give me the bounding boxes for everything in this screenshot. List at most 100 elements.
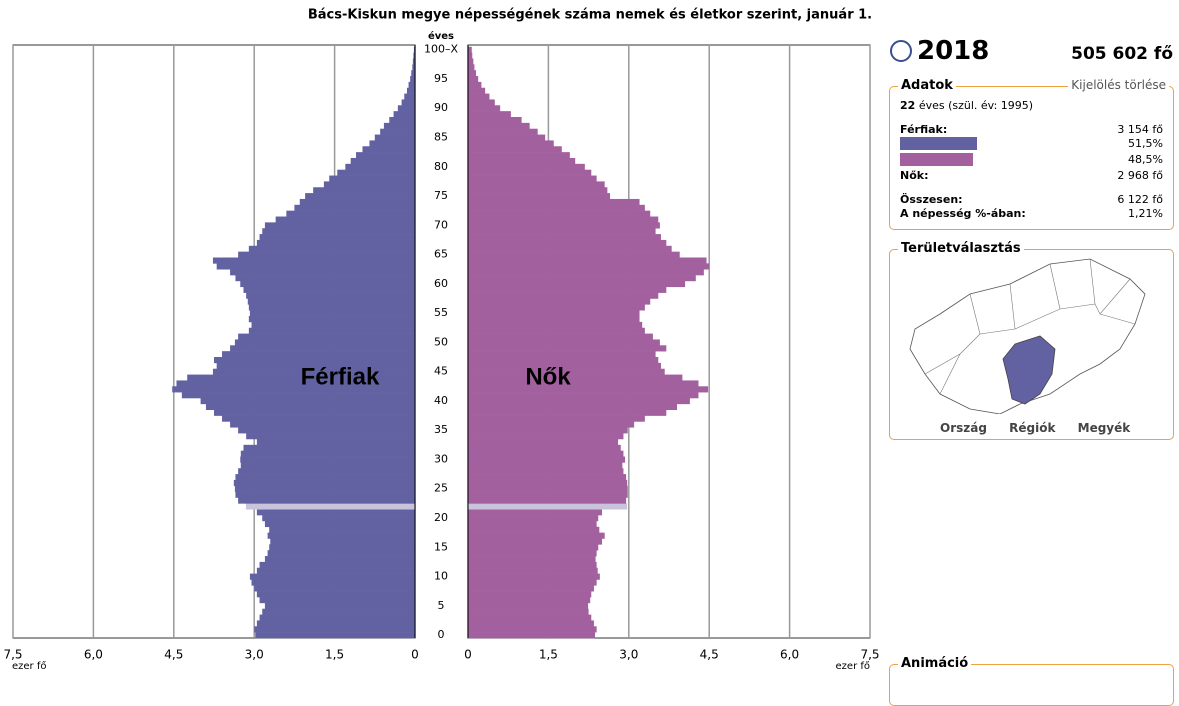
series-label: Férfiak bbox=[301, 363, 380, 390]
bar bbox=[267, 532, 415, 539]
bar bbox=[411, 70, 415, 77]
bar bbox=[269, 526, 415, 533]
x-tick-label: 3,0 bbox=[619, 648, 638, 662]
bar bbox=[256, 239, 415, 247]
x-axis-label: ezer fő bbox=[836, 660, 870, 672]
bar bbox=[468, 479, 628, 487]
bar bbox=[243, 286, 415, 293]
bar bbox=[214, 357, 415, 364]
bar bbox=[468, 239, 667, 247]
y-tick-label: 20 bbox=[434, 511, 448, 524]
bar bbox=[468, 544, 599, 551]
bar bbox=[248, 245, 415, 252]
bar bbox=[468, 602, 589, 610]
age: 22 bbox=[900, 99, 916, 112]
bar bbox=[408, 81, 415, 89]
lock-icon[interactable] bbox=[890, 40, 912, 62]
total: 505 602 fő bbox=[1071, 44, 1173, 64]
bar bbox=[468, 333, 653, 340]
y-tick-label: 75 bbox=[434, 189, 448, 202]
bar bbox=[383, 122, 415, 130]
bar bbox=[468, 456, 626, 463]
label: Férfiak: bbox=[900, 123, 948, 136]
link[interactable]: Ország bbox=[940, 421, 987, 435]
bar bbox=[468, 128, 538, 135]
x-tick-label: 4,5 bbox=[700, 648, 719, 662]
bar bbox=[247, 298, 415, 305]
bar bbox=[468, 175, 597, 182]
bar bbox=[468, 181, 605, 188]
bar bbox=[468, 526, 600, 533]
bar bbox=[468, 386, 709, 393]
bar bbox=[240, 462, 415, 469]
clear-selection[interactable]: Kijelölés törlése bbox=[1068, 78, 1169, 92]
bar bbox=[468, 292, 659, 299]
y-tick-label: 55 bbox=[434, 306, 448, 319]
bar bbox=[238, 468, 415, 475]
bar bbox=[305, 193, 415, 200]
bar bbox=[468, 269, 704, 276]
bar bbox=[468, 573, 600, 580]
bar bbox=[245, 503, 415, 510]
bar bbox=[468, 357, 659, 364]
bar bbox=[468, 87, 486, 94]
bar bbox=[468, 163, 585, 170]
label: Összesen: bbox=[900, 193, 963, 206]
x-tick-label: 7,5 bbox=[860, 648, 879, 662]
bar bbox=[468, 561, 597, 569]
bar bbox=[412, 58, 415, 65]
series-label: Nők bbox=[525, 363, 571, 390]
x-tick-label: 1,5 bbox=[539, 648, 558, 662]
y-tick-label: 90 bbox=[434, 101, 448, 114]
bar bbox=[254, 626, 415, 633]
bar bbox=[397, 105, 415, 112]
bar bbox=[468, 70, 477, 77]
link[interactable]: Megyék bbox=[1077, 421, 1131, 435]
selected-county[interactable] bbox=[1002, 335, 1056, 405]
bar bbox=[468, 626, 597, 633]
link[interactable]: Régiók bbox=[1009, 421, 1056, 435]
bar bbox=[468, 579, 597, 586]
bar bbox=[468, 46, 472, 53]
bar bbox=[389, 117, 415, 124]
bar bbox=[216, 263, 415, 270]
bar bbox=[412, 64, 415, 71]
bar bbox=[468, 515, 599, 522]
bar bbox=[329, 175, 415, 182]
bar bbox=[468, 52, 473, 59]
bar bbox=[205, 403, 415, 410]
bar bbox=[234, 339, 415, 346]
value: 2 968 fő bbox=[1117, 169, 1163, 182]
bar bbox=[294, 204, 415, 211]
bar bbox=[468, 93, 490, 100]
value: 1,21% bbox=[1128, 207, 1163, 220]
bar bbox=[468, 550, 597, 557]
map[interactable] bbox=[900, 254, 1150, 414]
bar bbox=[468, 298, 651, 305]
value: 51,5% bbox=[1128, 137, 1163, 150]
bar bbox=[468, 222, 660, 229]
y-tick-label: 35 bbox=[434, 423, 448, 436]
country[interactable] bbox=[909, 258, 1146, 414]
x-tick-label: 4,5 bbox=[164, 648, 183, 662]
bar bbox=[337, 169, 415, 176]
bar bbox=[468, 210, 651, 217]
bar bbox=[256, 591, 415, 598]
bar bbox=[468, 105, 501, 112]
bar bbox=[235, 491, 415, 498]
bar bbox=[468, 567, 598, 574]
bar bbox=[468, 491, 628, 498]
x-tick-label: 3,0 bbox=[245, 648, 264, 662]
bar bbox=[256, 567, 415, 574]
value: 6 122 fő bbox=[1117, 193, 1163, 206]
bar bbox=[468, 122, 530, 130]
bar bbox=[256, 509, 415, 516]
bar bbox=[468, 345, 667, 352]
page: Bács-Kiskun megye népességének száma nem… bbox=[3, 7, 1174, 706]
x-tick-label: 1,5 bbox=[325, 648, 344, 662]
age-text: éves (szül. év: 1995) bbox=[918, 99, 1034, 112]
bar bbox=[468, 321, 643, 329]
bar bbox=[468, 204, 645, 211]
bar bbox=[468, 392, 699, 399]
bar bbox=[374, 134, 415, 141]
